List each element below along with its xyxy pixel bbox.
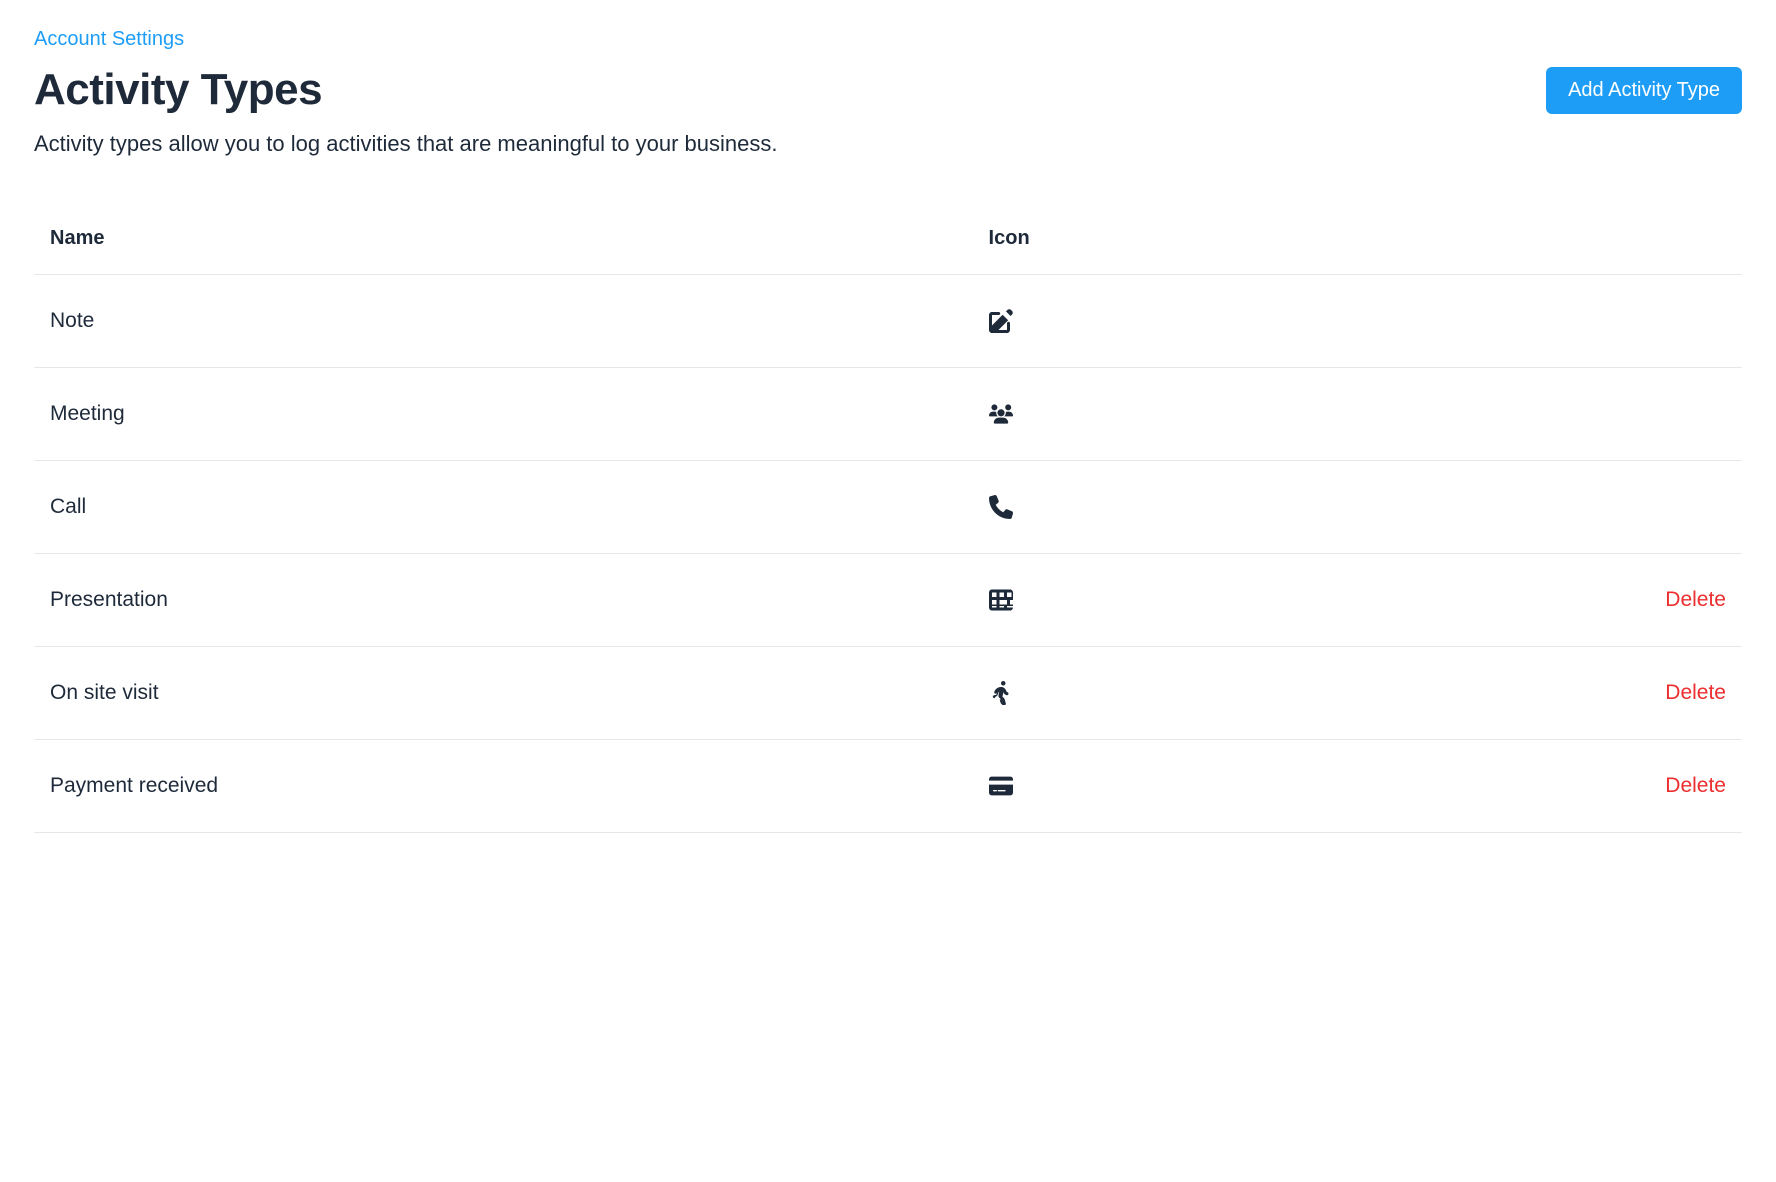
phone-icon [989,495,1013,519]
activity-type-icon-cell [989,495,1358,519]
activity-type-name: Presentation [50,588,989,612]
activity-type-name: Call [50,495,989,519]
add-activity-type-button[interactable]: Add Activity Type [1546,67,1742,114]
column-header-name: Name [50,227,989,250]
table-row: Meeting [34,368,1742,461]
column-header-action [1357,227,1726,250]
credit-card-icon [989,774,1013,798]
activity-type-action-cell: Delete [1357,681,1726,705]
activity-type-icon-cell [989,681,1358,705]
activity-type-name: Payment received [50,774,989,798]
activity-type-name: Meeting [50,402,989,426]
delete-button[interactable]: Delete [1665,774,1726,797]
activity-types-table: Name Icon Note Meeting Call Presentation Del… [34,213,1742,833]
table-header: Name Icon [34,213,1742,275]
activity-type-name: On site visit [50,681,989,705]
page-header: Activity Types Add Activity Type [34,65,1742,115]
table-row: Presentation Delete [34,554,1742,647]
activity-type-icon-cell [989,774,1358,798]
activity-type-icon-cell [989,588,1358,612]
table-row: Note [34,275,1742,368]
grid-icon [989,588,1013,612]
table-row: On site visit Delete [34,647,1742,740]
walking-icon [989,681,1013,705]
page-title: Activity Types [34,65,322,115]
breadcrumb-link[interactable]: Account Settings [34,28,184,51]
activity-type-icon-cell [989,309,1358,333]
table-row: Payment received Delete [34,740,1742,833]
activity-type-action-cell: Delete [1357,774,1726,798]
table-row: Call [34,461,1742,554]
delete-button[interactable]: Delete [1665,588,1726,611]
activity-type-icon-cell [989,402,1358,426]
column-header-icon: Icon [989,227,1358,250]
activity-type-action-cell: Delete [1357,588,1726,612]
edit-icon [989,309,1013,333]
activity-type-name: Note [50,309,989,333]
page-description: Activity types allow you to log activiti… [34,131,1742,157]
users-icon [989,402,1013,426]
delete-button[interactable]: Delete [1665,681,1726,704]
